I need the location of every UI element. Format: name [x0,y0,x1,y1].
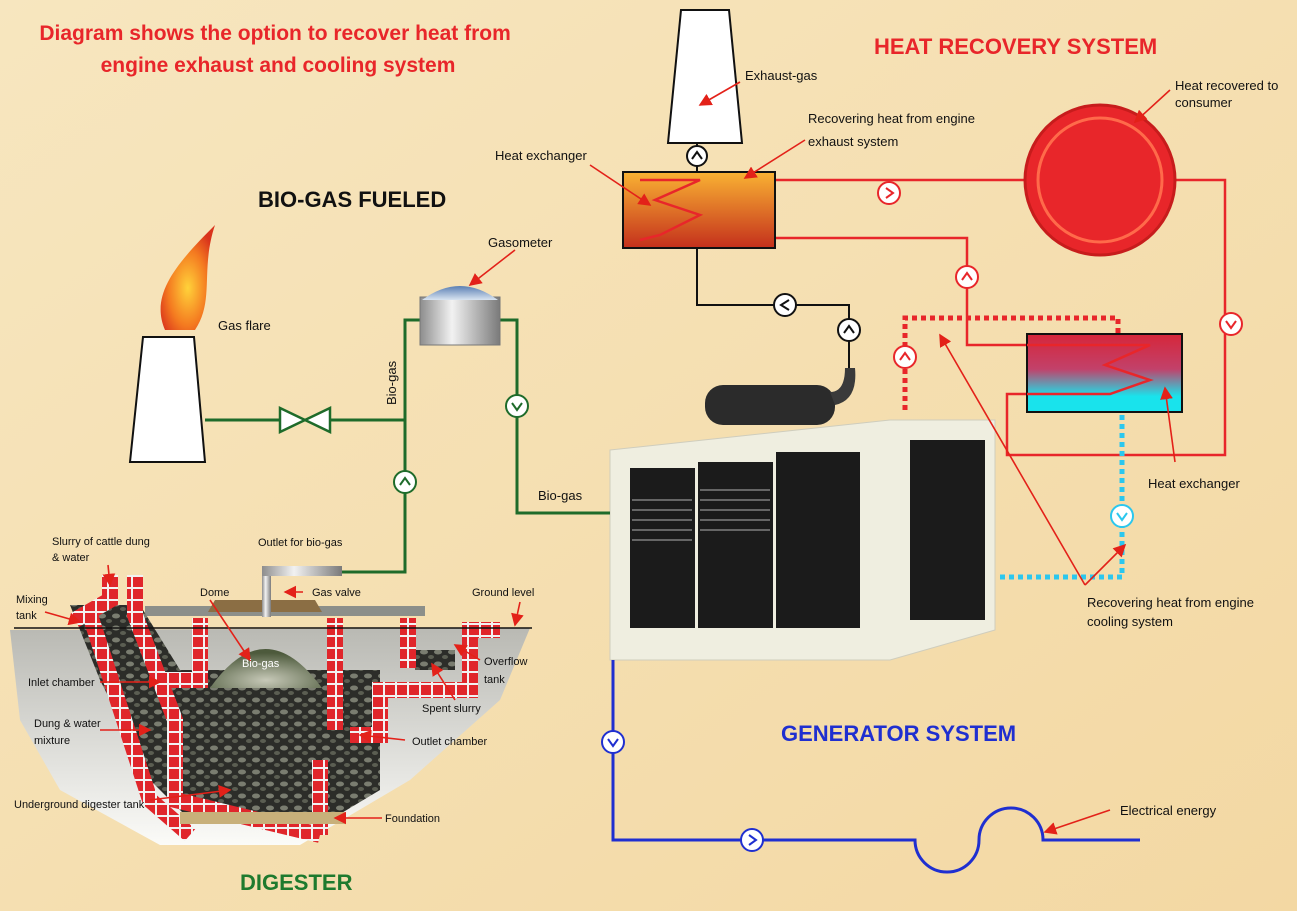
label: Heat exchanger [1148,476,1240,491]
gasometer [420,297,500,345]
panel [910,440,985,620]
label: Bio-gas [384,360,399,405]
diagram: Diagram shows the option to recover heat… [0,0,1297,911]
muffler [705,385,835,425]
label: Bio-gas [538,488,583,503]
foundation [180,812,345,824]
gas-outlet [262,572,271,617]
label: Outlet chamber [412,736,488,748]
heat-consumer [1025,105,1175,255]
label: Heat exchanger [495,148,587,163]
flow-indicator [687,146,707,166]
spent-slurry [415,650,455,670]
heat-exchanger [623,172,775,248]
flow-indicator [394,471,416,493]
flow-indicator [602,731,624,753]
label: Ground level [472,587,534,599]
flow-indicator [894,346,916,368]
flow-indicator [1111,505,1133,527]
gas-outlet [262,566,342,576]
flow-indicator [741,829,763,851]
heading: HEAT RECOVERY SYSTEM [874,34,1157,59]
flow-indicator [838,319,860,341]
heading: BIO-GAS FUELED [258,187,446,212]
flare-stack [130,337,205,462]
page: { "title": ["Diagram shows the option to… [0,0,1297,911]
flow-indicator [774,294,796,316]
panel [630,468,695,628]
flow-indicator [956,266,978,288]
label: Underground digester tank [14,799,145,811]
label: Gasometer [488,235,553,250]
panel [776,452,860,628]
label: Gas valve [312,587,361,599]
panel [698,462,773,628]
flow-indicator [506,395,528,417]
label: Foundation [385,813,440,825]
label: Bio-gas [242,658,280,670]
label: Dome [200,587,229,599]
label: Gas flare [218,318,271,333]
label: Inlet chamber [28,677,95,689]
label: Electrical energy [1120,803,1217,818]
heading: DIGESTER [240,870,353,895]
flow-indicator [1220,313,1242,335]
label: Spent slurry [422,703,481,715]
exhaust-stack [668,10,742,143]
label: Outlet for bio-gas [258,537,343,549]
heading: GENERATOR SYSTEM [781,721,1016,746]
flow-indicator [878,182,900,204]
label: Exhaust-gas [745,68,818,83]
